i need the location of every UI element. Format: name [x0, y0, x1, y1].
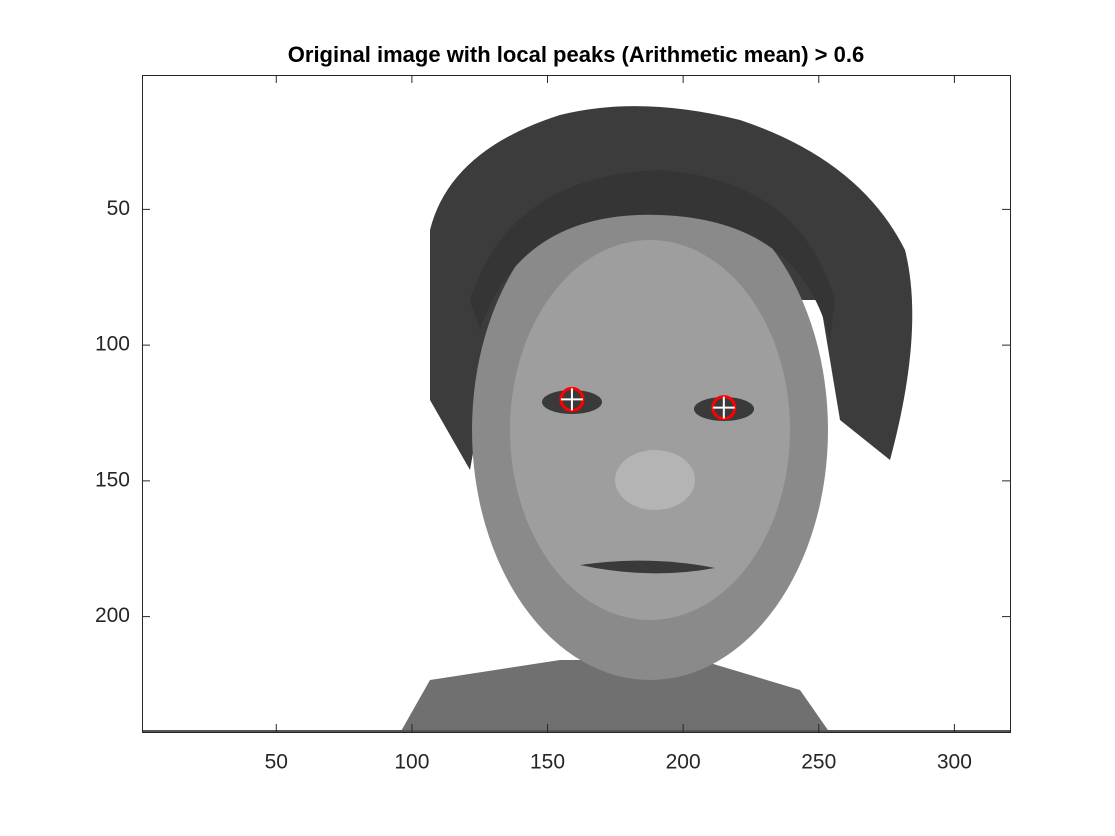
peak-cross [560, 388, 583, 411]
x-tick-label: 200 [666, 751, 701, 774]
x-tick-label: 150 [530, 751, 565, 774]
peak-cross [712, 396, 735, 419]
y-tick-label: 50 [107, 197, 130, 220]
x-tick-label: 250 [801, 751, 836, 774]
axes-box [142, 75, 1011, 733]
x-tick-label: 300 [937, 751, 972, 774]
image [142, 75, 1011, 733]
y-tick-label: 100 [95, 333, 130, 356]
y-tick-label: 150 [95, 468, 130, 491]
chart-title: Original image with local peaks (Arithme… [288, 42, 864, 67]
y-tick-label: 200 [95, 604, 130, 627]
x-tick-label: 50 [265, 751, 288, 774]
x-tick-label: 100 [394, 751, 429, 774]
